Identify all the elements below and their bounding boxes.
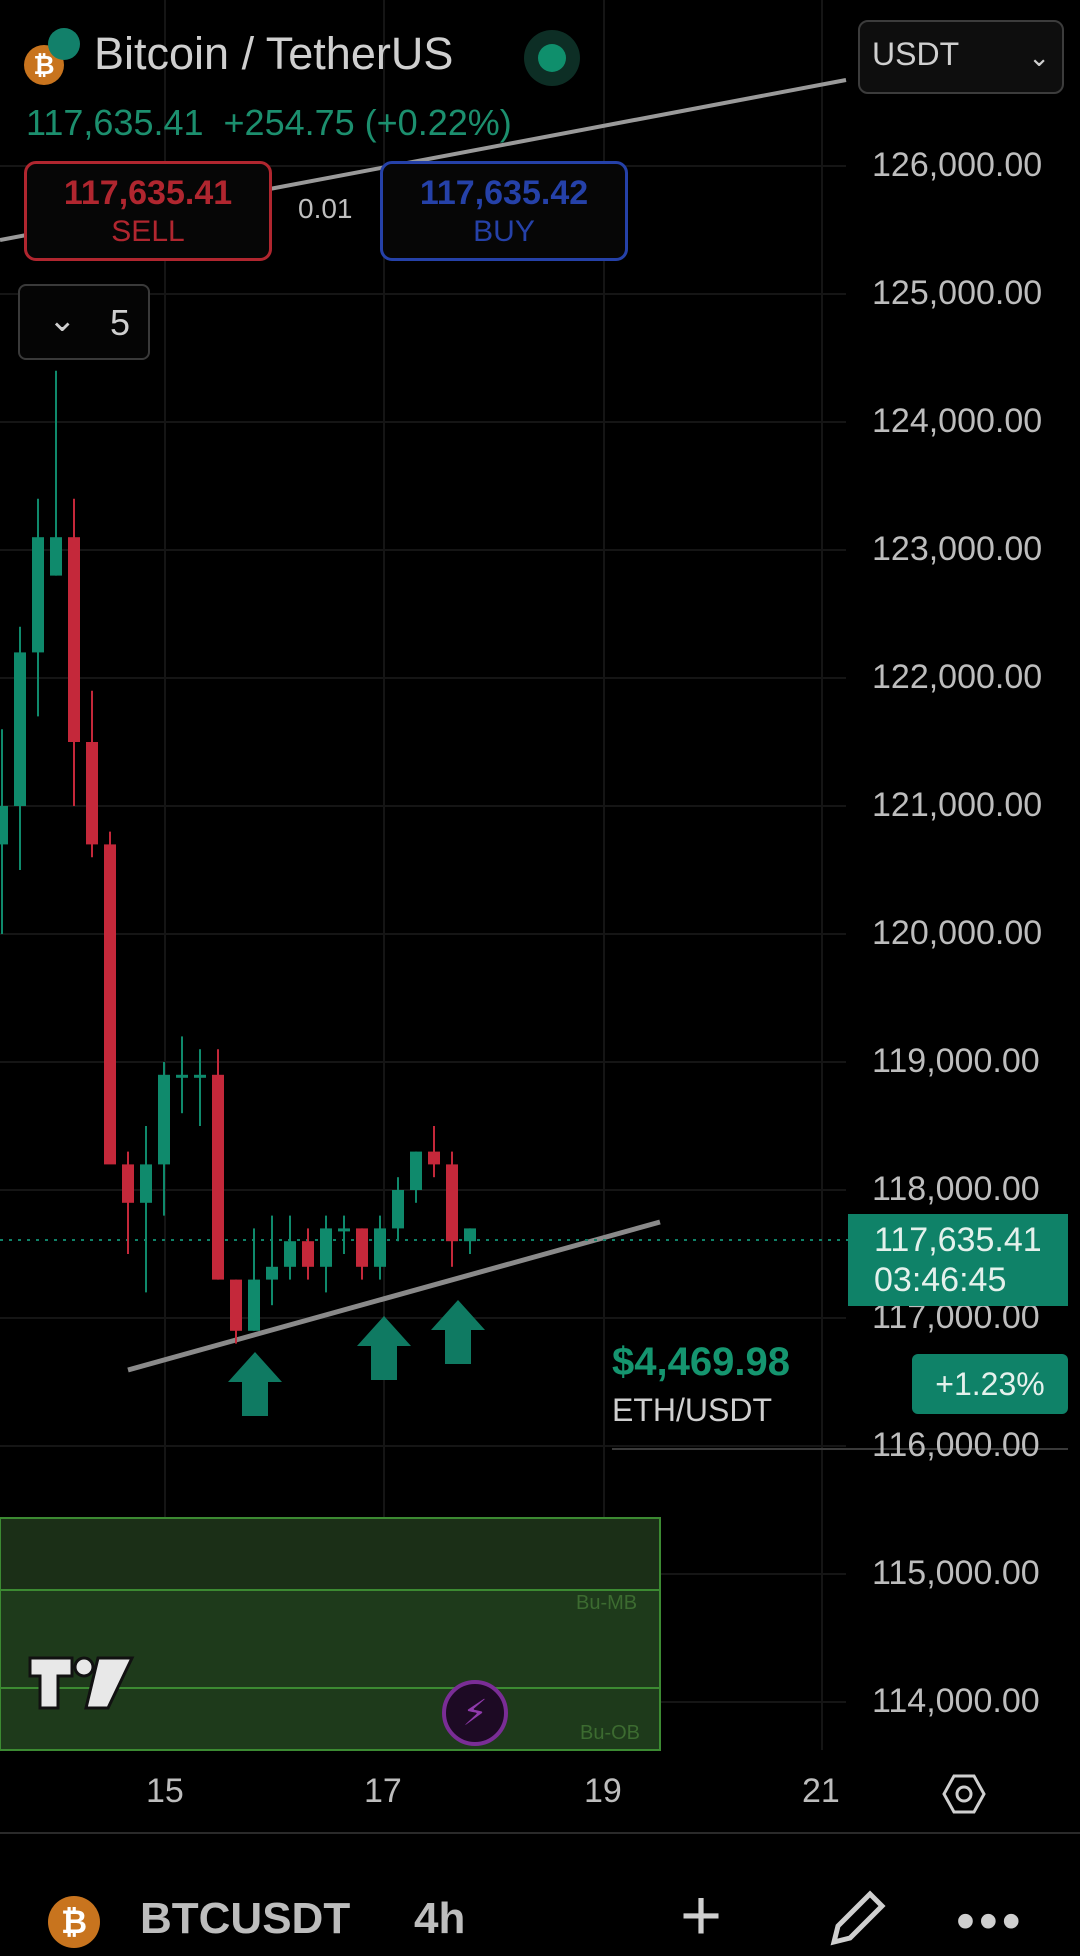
candle-down xyxy=(86,742,98,845)
symbol-title[interactable]: Bitcoin / TetherUS xyxy=(94,28,454,79)
time-axis-label: 15 xyxy=(146,1772,184,1810)
price-axis-label: 126,000.00 xyxy=(872,146,1043,184)
sell-price: 117,635.41 xyxy=(63,174,233,212)
price-axis-label: 123,000.00 xyxy=(872,530,1043,568)
currency-select[interactable]: USDT ⌄ xyxy=(858,20,1064,94)
price-axis-label: 115,000.00 xyxy=(872,1554,1040,1592)
chevron-down-icon: ⌄ xyxy=(1028,42,1050,72)
indicators-count: 5 xyxy=(110,302,131,343)
candle-down xyxy=(356,1228,368,1267)
candle-up xyxy=(0,806,8,845)
header-change: +254.75 (+0.22%) xyxy=(223,102,512,143)
header-last-price: 117,635.41 xyxy=(26,102,204,143)
up-arrow-icon xyxy=(431,1300,485,1364)
candle-down xyxy=(230,1279,242,1331)
symbol-button[interactable]: BTCUSDT xyxy=(140,1894,351,1943)
bu-ob-label: Bu-OB xyxy=(580,1722,641,1744)
candle-up xyxy=(176,1074,188,1078)
price-axis-label: 116,000.00 xyxy=(872,1426,1040,1464)
bottom-toolbar xyxy=(0,1832,1080,1949)
up-arrow-icon xyxy=(357,1316,411,1380)
last-price-value: 117,635.41 xyxy=(874,1221,1042,1259)
candle-up xyxy=(410,1151,422,1190)
candle-down xyxy=(122,1164,134,1203)
candle-down xyxy=(428,1151,440,1165)
price-axis-label: 122,000.00 xyxy=(872,658,1043,696)
settings-icon[interactable] xyxy=(940,1770,988,1818)
candle-up xyxy=(338,1228,350,1232)
candle-up xyxy=(194,1074,206,1078)
interval-button[interactable]: 4h xyxy=(414,1894,466,1943)
sell-button[interactable]: 117,635.41 SELL xyxy=(24,161,272,261)
lightning-icon[interactable]: ⚡ xyxy=(442,1680,508,1746)
price-axis-label: 119,000.00 xyxy=(872,1042,1040,1080)
bitcoin-icon[interactable]: ₿ xyxy=(48,1896,100,1948)
time-axis-label: 19 xyxy=(584,1772,622,1810)
pen-icon[interactable] xyxy=(820,1884,892,1956)
comparison-pair: ETH/USDT xyxy=(612,1392,772,1428)
candle-up xyxy=(32,537,44,653)
candle-down xyxy=(446,1164,458,1242)
buy-price: 117,635.42 xyxy=(419,174,589,212)
comparison-change-badge: +1.23% xyxy=(912,1354,1068,1414)
price-axis-label: 124,000.00 xyxy=(872,402,1043,440)
buy-button[interactable]: 117,635.42 BUY xyxy=(380,161,628,261)
candle-up xyxy=(266,1266,278,1280)
up-arrow-icon xyxy=(228,1352,282,1416)
time-axis-label: 17 xyxy=(364,1772,402,1810)
price-axis-label: 121,000.00 xyxy=(872,786,1043,824)
candle-up xyxy=(50,537,62,576)
candle-countdown: 03:46:45 xyxy=(874,1261,1007,1299)
candle-down xyxy=(302,1241,314,1267)
indicators-toggle-button[interactable]: ⌄ 5 xyxy=(18,284,150,360)
candle-up xyxy=(158,1074,170,1165)
candle-up xyxy=(140,1164,152,1203)
sell-label: SELL xyxy=(111,215,185,248)
price-summary: 117,635.41 +254.75 (+0.22%) xyxy=(26,102,512,144)
candlestick-series xyxy=(0,370,476,1344)
price-axis-label: 120,000.00 xyxy=(872,914,1043,952)
tether-icon xyxy=(48,28,80,60)
plus-icon[interactable]: + xyxy=(680,1876,723,1956)
time-axis-label: 21 xyxy=(802,1772,840,1810)
price-axis-label: 118,000.00 xyxy=(872,1170,1040,1208)
candle-down xyxy=(212,1074,224,1280)
candle-up xyxy=(464,1228,476,1242)
candle-down xyxy=(104,844,116,1165)
candle-up xyxy=(320,1228,332,1267)
bu-mb-label: Bu-MB xyxy=(576,1592,638,1614)
spread-value: 0.01 xyxy=(298,193,353,224)
candle-up xyxy=(284,1241,296,1267)
chart-grid xyxy=(0,0,846,1750)
tradingview-logo-icon[interactable] xyxy=(28,1654,136,1712)
price-chart[interactable] xyxy=(0,0,1080,1800)
market-status-icon[interactable] xyxy=(524,30,580,86)
comparison-price: $4,469.98 xyxy=(612,1340,790,1384)
more-icon[interactable]: ••• xyxy=(956,1891,1025,1951)
candle-up xyxy=(248,1279,260,1331)
candle-up xyxy=(392,1190,404,1229)
currency-value: USDT xyxy=(872,36,960,72)
bu-mb-zone xyxy=(0,1517,661,1591)
price-axis-label: 125,000.00 xyxy=(872,274,1043,312)
candle-down xyxy=(68,537,80,742)
candle-up xyxy=(14,652,26,806)
buy-label: BUY xyxy=(473,215,535,248)
last-price-badge: 117,635.41 03:46:45 xyxy=(848,1214,1068,1306)
candle-up xyxy=(374,1228,386,1267)
price-axis-label: 114,000.00 xyxy=(872,1682,1040,1720)
support-trendline xyxy=(127,1219,661,1373)
chevron-down-icon: ⌄ xyxy=(48,301,77,339)
